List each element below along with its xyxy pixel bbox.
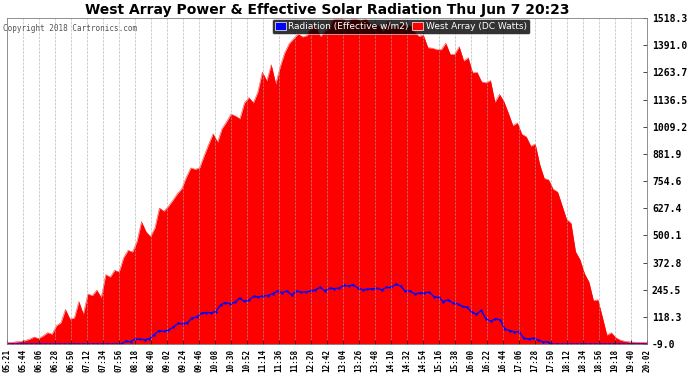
Legend: Radiation (Effective w/m2), West Array (DC Watts): Radiation (Effective w/m2), West Array (… bbox=[272, 19, 529, 34]
Title: West Array Power & Effective Solar Radiation Thu Jun 7 20:23: West Array Power & Effective Solar Radia… bbox=[85, 3, 569, 17]
Text: Copyright 2018 Cartronics.com: Copyright 2018 Cartronics.com bbox=[3, 24, 137, 33]
